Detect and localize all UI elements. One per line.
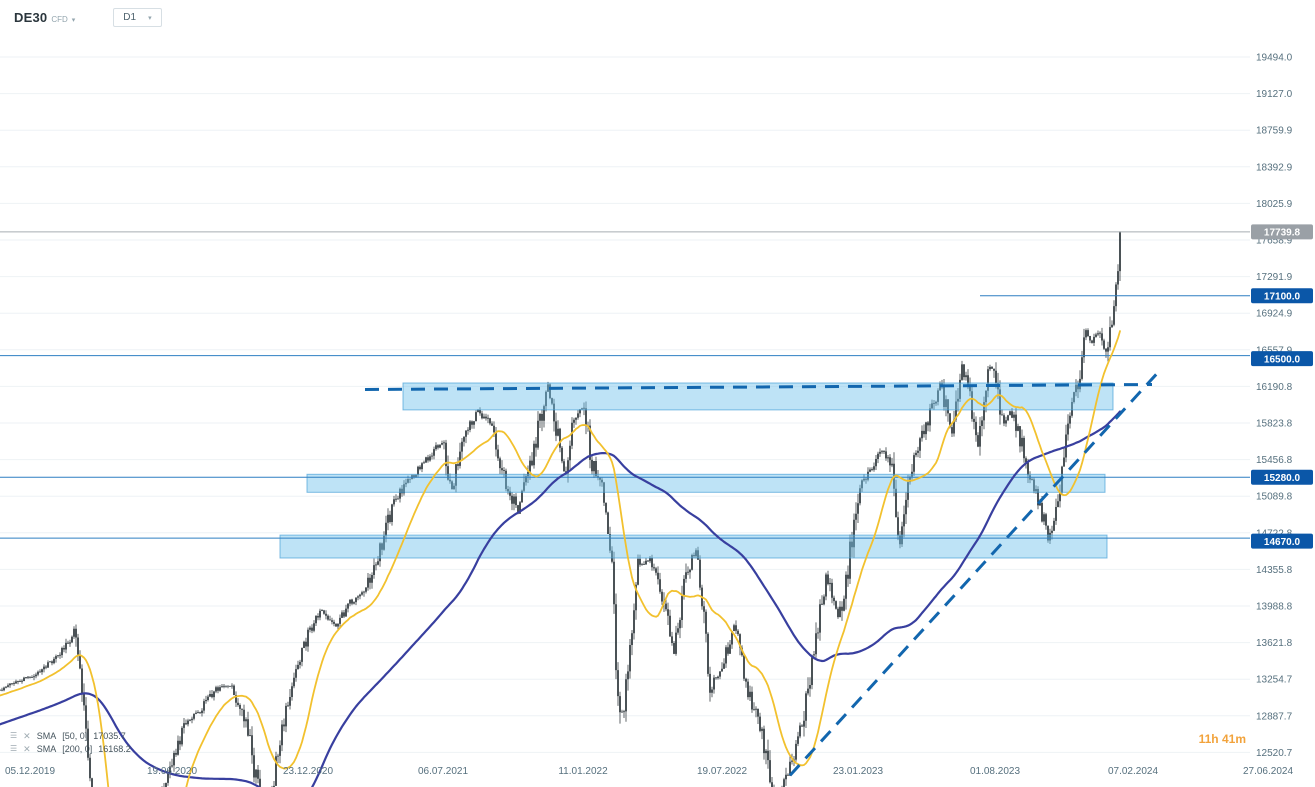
candles xyxy=(0,231,1121,787)
y-axis-label: 18392.9 xyxy=(1256,162,1293,173)
y-axis-label: 13988.8 xyxy=(1256,602,1293,613)
x-axis-label: 19.06.2020 xyxy=(147,766,197,777)
indicator-remove-icon[interactable]: ✕ xyxy=(23,730,31,741)
indicator-name: SMA xyxy=(36,731,57,741)
y-axis-label: 17658.9 xyxy=(1256,236,1293,247)
chevron-down-icon: ▾ xyxy=(148,14,152,22)
price-level-badge[interactable]: 16500.0 xyxy=(1251,351,1313,367)
y-axis-label: 13621.8 xyxy=(1256,638,1293,649)
ascending-dashed-trendline[interactable] xyxy=(788,372,1159,777)
indicator-name: SMA xyxy=(36,744,57,754)
y-axis-label: 16557.9 xyxy=(1256,345,1293,356)
candle-wicks xyxy=(0,231,1121,787)
y-axis-labels: 19494.0 19127.0 18759.9 18392.9 18025.9 17658… xyxy=(1256,53,1293,759)
symbol-name: DE30 xyxy=(14,10,48,25)
price-zone[interactable] xyxy=(306,473,1106,493)
timeframe-selector[interactable]: D1 ▾ xyxy=(113,8,162,27)
y-axis-label: 16924.9 xyxy=(1256,309,1293,320)
x-axis-label: 23.12.2020 xyxy=(283,766,333,777)
price-level-badge-label: 14670.0 xyxy=(1264,537,1301,548)
y-axis-label: 19127.0 xyxy=(1256,89,1293,100)
chart-toolbar: DE30 CFD ▾ D1 ▾ xyxy=(14,8,162,27)
y-axis-label: 19494.0 xyxy=(1256,53,1293,64)
horizontal-dashed-resistance-line[interactable] xyxy=(364,383,1153,391)
price-level-badge-label: 16500.0 xyxy=(1264,354,1301,365)
x-axis-labels: 05.12.2019 19.06.2020 23.12.2020 06.07.2021… xyxy=(5,766,1293,777)
indicator-row-sma50: ☰ ✕ SMA [50, 0] 17035.7 xyxy=(10,731,131,741)
sma-200-line[interactable] xyxy=(0,410,1122,787)
indicator-legend: ☰ ✕ SMA [50, 0] 17035.7 ☰ ✕ SMA [200, 0]… xyxy=(10,731,131,754)
y-axis-label: 13254.7 xyxy=(1256,675,1293,686)
x-axis-label: 05.12.2019 xyxy=(5,766,55,777)
indicator-params: [200, 0] xyxy=(62,744,93,754)
indicator-remove-icon[interactable]: ✕ xyxy=(23,743,31,754)
indicator-value: 17035.7 xyxy=(93,731,126,741)
indicator-params: [50, 0] xyxy=(62,731,88,741)
y-axis-label: 12520.7 xyxy=(1256,748,1293,759)
price-level-badge[interactable]: 14670.0 xyxy=(1251,533,1313,549)
price-level-badge-label: 15280.0 xyxy=(1264,473,1301,484)
candle-countdown-timer: 11h 41m xyxy=(1198,732,1246,746)
y-axis-label: 12887.7 xyxy=(1256,711,1293,722)
y-axis-label: 16190.8 xyxy=(1256,382,1293,393)
x-axis-label: 11.01.2022 xyxy=(558,766,608,777)
price-level-badge[interactable]: 15280.0 xyxy=(1251,469,1313,485)
price-zone[interactable] xyxy=(279,534,1108,559)
indicator-row-sma200: ☰ ✕ SMA [200, 0] 16168.2 xyxy=(10,744,131,754)
x-axis-label: 19.07.2022 xyxy=(697,766,747,777)
x-axis-label: 06.07.2021 xyxy=(418,766,468,777)
current-price-badge-label: 17739.8 xyxy=(1264,228,1301,239)
y-axis-label: 15456.8 xyxy=(1256,455,1293,466)
candle-bodies xyxy=(0,231,1121,787)
x-axis-label: 07.02.2024 xyxy=(1108,766,1158,777)
x-axis-label: 27.06.2024 xyxy=(1243,766,1293,777)
x-axis-label: 01.08.2023 xyxy=(970,766,1020,777)
y-axis-label: 18759.9 xyxy=(1256,126,1293,137)
current-price-badge[interactable]: 17739.8 xyxy=(1251,224,1313,240)
y-axis-label: 15089.8 xyxy=(1256,492,1293,503)
timeframe-value: D1 xyxy=(123,12,137,23)
indicator-settings-icon[interactable]: ☰ xyxy=(10,744,18,753)
indicator-value: 16168.2 xyxy=(98,744,131,754)
y-axis-label: 15823.8 xyxy=(1256,419,1293,430)
price-level-badge[interactable]: 17100.0 xyxy=(1251,288,1313,304)
y-axis-label: 14355.8 xyxy=(1256,565,1293,576)
price-level-badge-label: 17100.0 xyxy=(1264,292,1301,303)
sma-50-line[interactable] xyxy=(0,330,1121,787)
symbol-selector[interactable]: DE30 CFD ▾ xyxy=(14,10,75,25)
instrument-type-label: CFD xyxy=(51,15,68,24)
chevron-down-icon: ▾ xyxy=(71,17,76,24)
indicator-settings-icon[interactable]: ☰ xyxy=(10,731,18,740)
y-axis-label: 17291.9 xyxy=(1256,272,1293,283)
x-axis-label: 23.01.2023 xyxy=(833,766,883,777)
y-axis-label: 18025.9 xyxy=(1256,199,1293,210)
